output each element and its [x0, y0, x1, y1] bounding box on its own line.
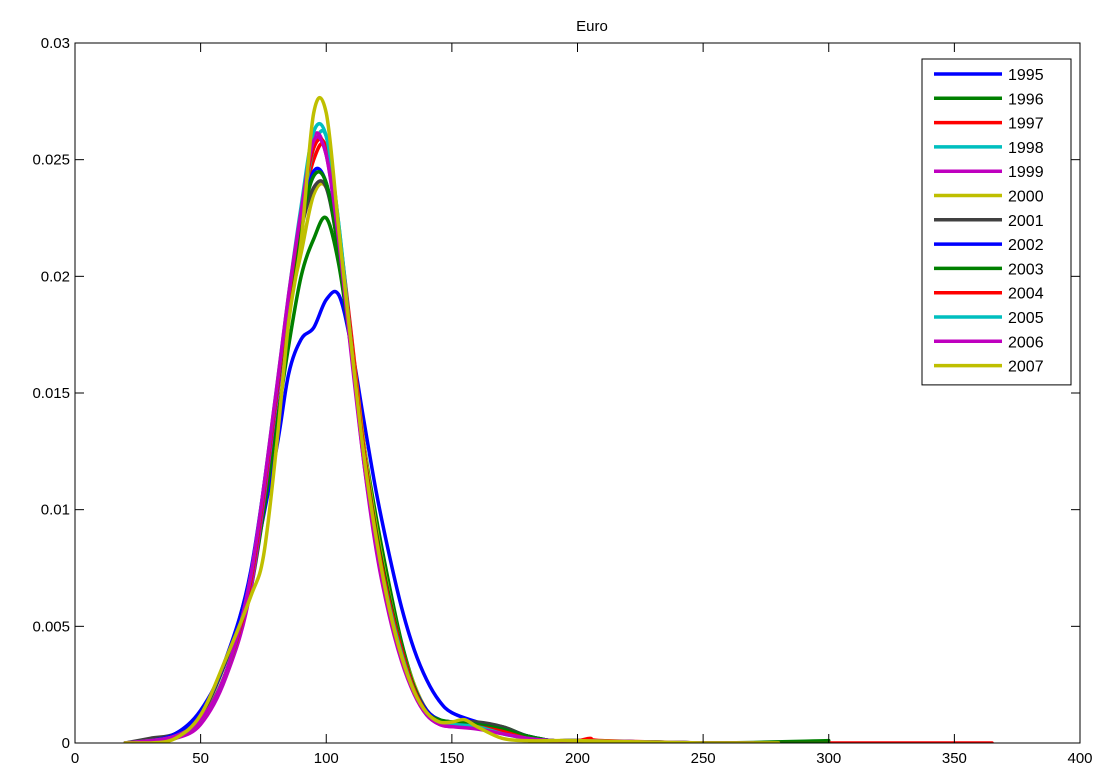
legend-label-1995: 1995: [1008, 67, 1044, 84]
y-tick-label: 0.015: [32, 385, 70, 402]
x-tick-label: 100: [314, 750, 339, 767]
x-tick-label: 350: [942, 750, 967, 767]
x-tick-label: 200: [565, 750, 590, 767]
x-tick-label: 50: [192, 750, 209, 767]
series-line-2006: [123, 135, 756, 743]
series-line-1995: [123, 289, 831, 743]
series-line-2001: [123, 179, 705, 743]
legend-label-1999: 1999: [1008, 164, 1044, 181]
x-tick-label: 400: [1067, 750, 1092, 767]
y-tick-label: 0.005: [32, 618, 70, 635]
legend-label-1998: 1998: [1008, 140, 1044, 157]
legend-label-2002: 2002: [1008, 237, 1044, 254]
x-tick-label: 150: [439, 750, 464, 767]
x-tick-label: 0: [71, 750, 79, 767]
legend-label-1997: 1997: [1008, 116, 1044, 133]
legend-label-2007: 2007: [1008, 359, 1044, 376]
legend-label-2003: 2003: [1008, 261, 1044, 278]
legend-label-1996: 1996: [1008, 91, 1044, 108]
x-tick-label: 250: [691, 750, 716, 767]
y-tick-label: 0.03: [41, 35, 70, 52]
legend-label-2000: 2000: [1008, 189, 1044, 206]
y-tick-label: 0.02: [41, 268, 70, 285]
legend-label-2004: 2004: [1008, 286, 1044, 303]
legend-label-2006: 2006: [1008, 334, 1044, 351]
x-tick-label: 300: [816, 750, 841, 767]
series-line-1997: [123, 141, 994, 743]
series-line-2000: [123, 181, 705, 743]
ticks-layer: 0 50 100 150 200 250 300 350 400 0 0.005 0.01 0.015 0…: [32, 35, 1092, 767]
legend-box: [921, 58, 1072, 386]
legend-label-2005: 2005: [1008, 310, 1044, 327]
chart-title: Euro: [576, 18, 608, 35]
y-tick-label: 0.025: [32, 152, 70, 169]
legend-label-2001: 2001: [1008, 213, 1044, 230]
y-tick-label: 0: [62, 735, 70, 752]
series-line-2002: [123, 166, 705, 743]
legend: 1995 1996 1997 1998 1999 2000 2001 2002 2003 2004…: [921, 58, 1072, 386]
series-layer: [123, 95, 994, 743]
series-line-2007: [123, 95, 781, 743]
y-tick-label: 0.01: [41, 502, 70, 519]
